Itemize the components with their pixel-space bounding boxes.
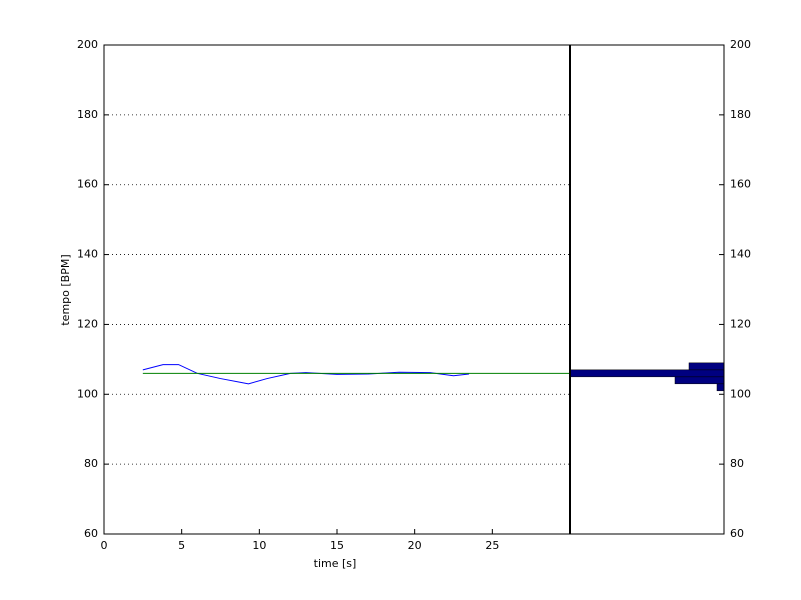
x-tick-label: 25 xyxy=(485,539,499,552)
y-axis-label: tempo [BPM] xyxy=(59,254,72,325)
x-tick-label: 5 xyxy=(178,539,185,552)
x-tick-label: 20 xyxy=(408,539,422,552)
y-tick-label: 120 xyxy=(77,317,98,330)
y-tick-label: 140 xyxy=(77,248,98,261)
y-tick-label: 100 xyxy=(730,387,751,400)
x-tick-label: 0 xyxy=(101,539,108,552)
y-tick-label: 60 xyxy=(730,527,744,540)
y-tick-label: 180 xyxy=(730,108,751,121)
y-tick-label: 80 xyxy=(84,457,98,470)
histogram-bar xyxy=(569,369,725,378)
y-tick-label: 160 xyxy=(77,178,98,191)
y-tick-label: 140 xyxy=(730,248,751,261)
y-tick-label: 100 xyxy=(77,387,98,400)
y-tick-label: 200 xyxy=(77,38,98,51)
y-tick-label: 200 xyxy=(730,38,751,51)
x-tick-label: 15 xyxy=(330,539,344,552)
histogram-bar xyxy=(674,376,725,385)
x-tick-label: 10 xyxy=(252,539,266,552)
histogram-bar xyxy=(716,383,725,392)
y-tick-label: 160 xyxy=(730,178,751,191)
y-tick-label: 80 xyxy=(730,457,744,470)
y-tick-label: 180 xyxy=(77,108,98,121)
histogram-bar xyxy=(688,362,725,371)
y-tick-label: 120 xyxy=(730,317,751,330)
y-tick-label: 60 xyxy=(84,527,98,540)
x-axis-label: time [s] xyxy=(314,557,357,570)
